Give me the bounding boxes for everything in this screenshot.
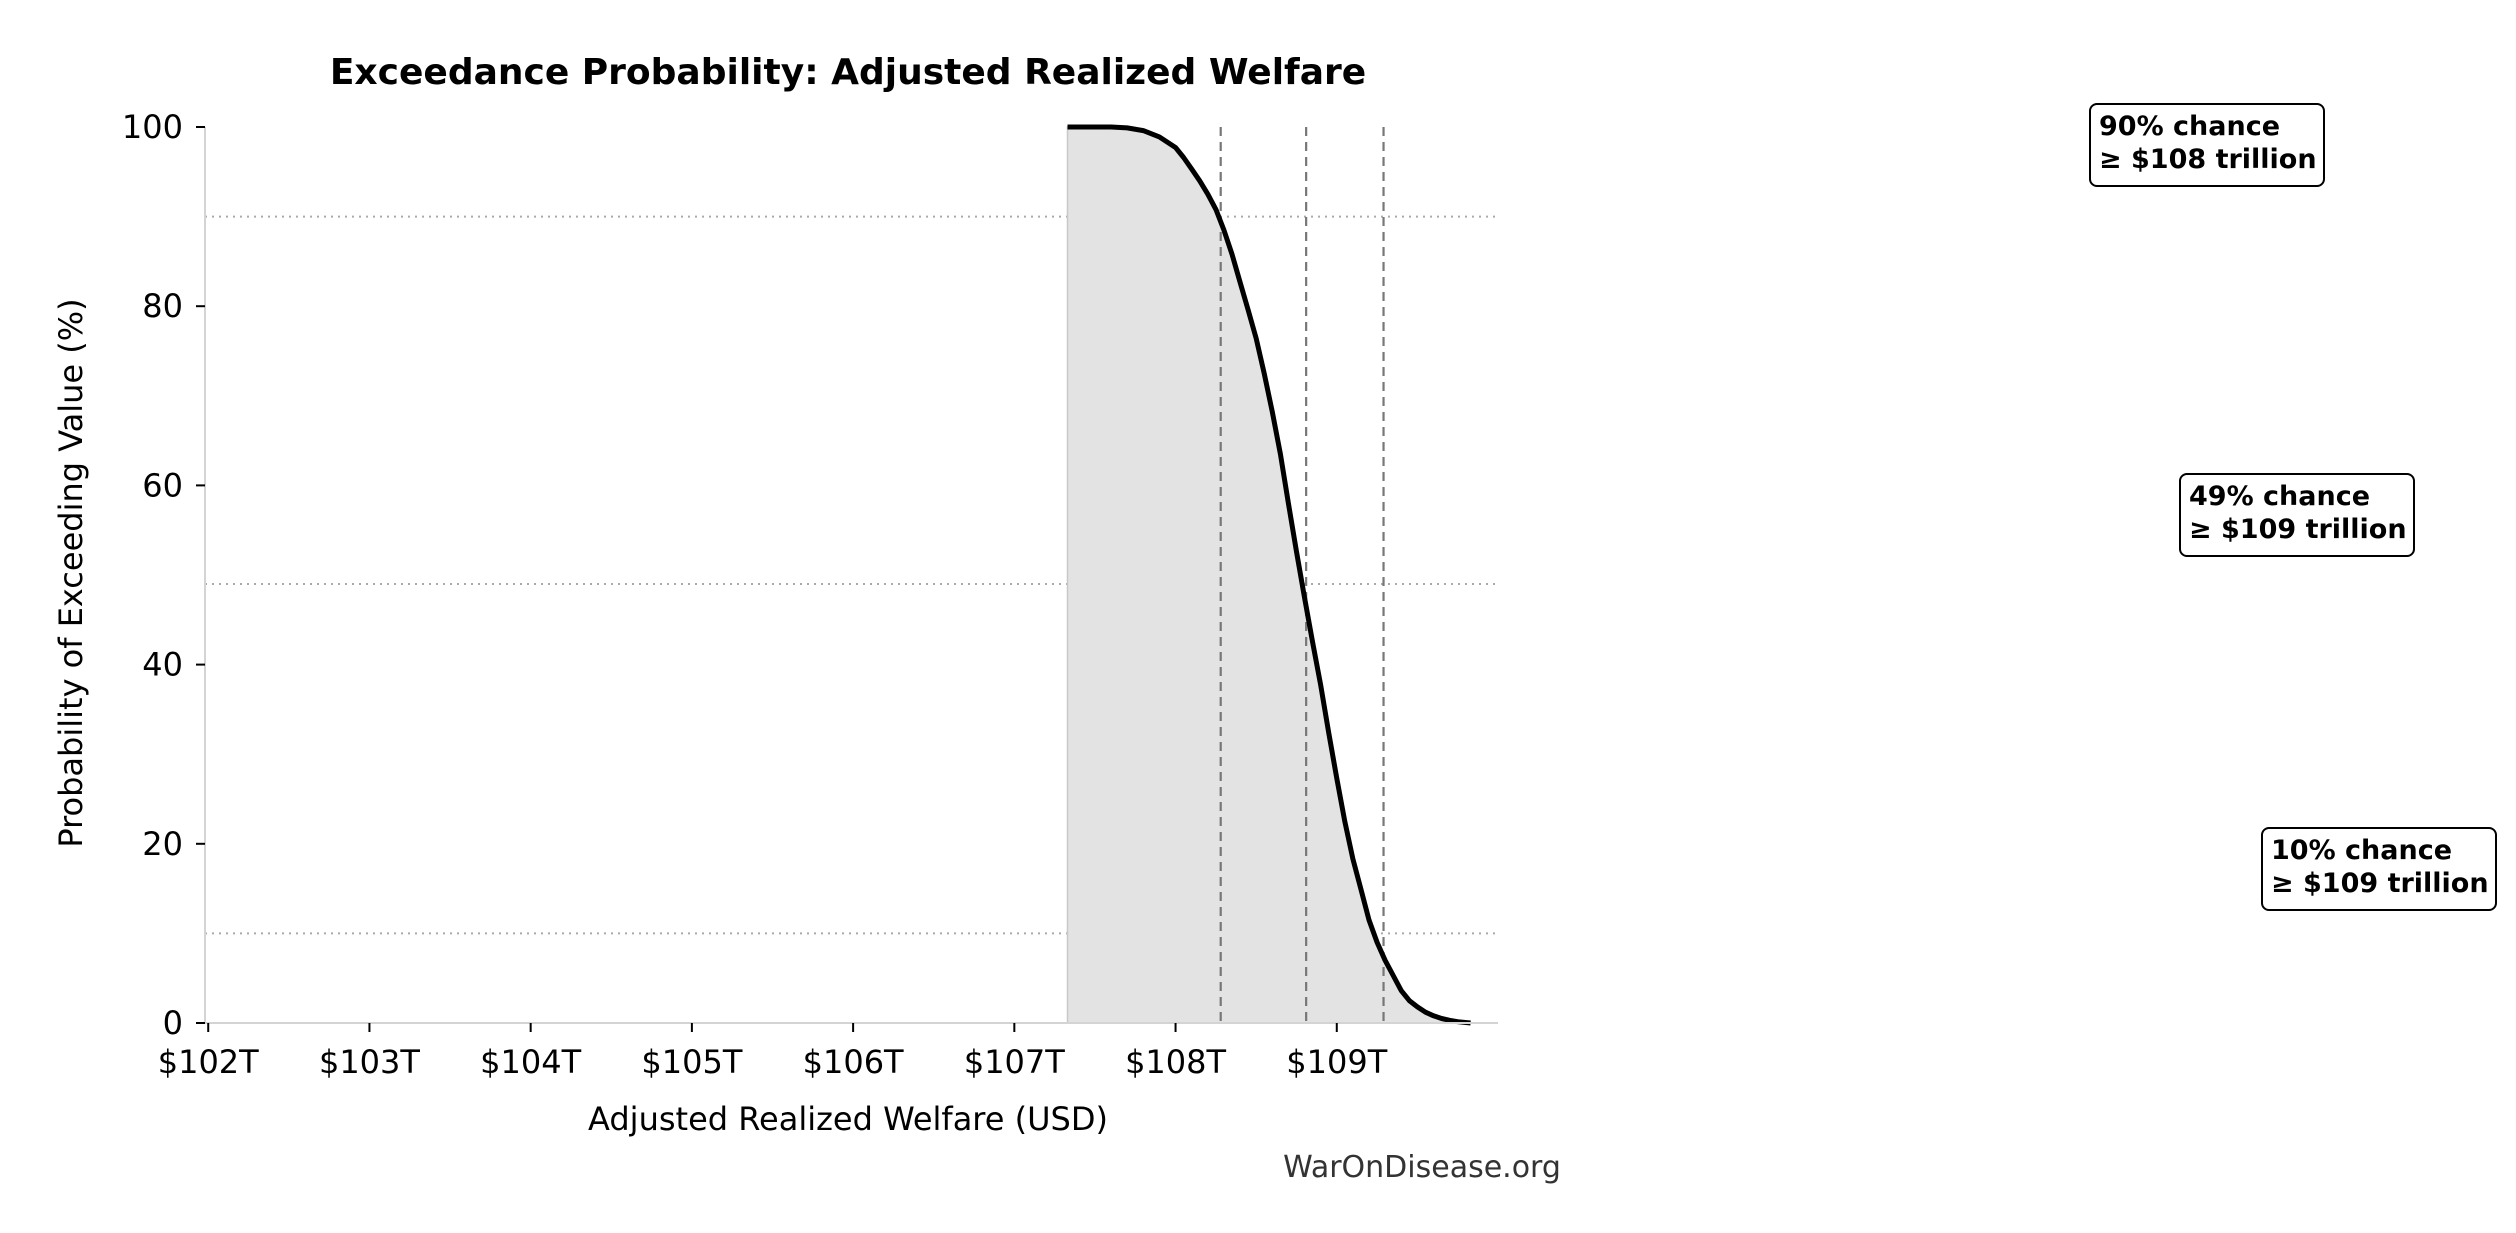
x-tick-label: $104T [480,1043,581,1081]
y-tick-label: 60 [142,466,183,504]
annotation-line-1: 49% chance [2189,481,2370,512]
annotation-frame [2089,103,2325,187]
x-axis-ticks: $102T $103T $104T $105T $106T $107T $108T $109T [158,1023,1388,1081]
annotation-line-2: ≥ $108 trillion [2099,144,2317,175]
exceedance-area [1066,126,1471,1024]
annotation-box: 90% chance≥ $108 trillion [2089,103,2325,187]
exceedance-curve [1067,124,1471,1026]
annotation-line-2: ≥ $109 trillion [2189,514,2407,545]
annotation-line-1: 90% chance [2099,111,2280,142]
x-tick-label: $102T [158,1043,259,1081]
y-tick-label: 100 [122,108,183,146]
x-tick-label: $108T [1125,1043,1226,1081]
y-tick-label: 40 [142,646,183,684]
x-axis-label: Adjusted Realized Welfare (USD) [588,1100,1108,1138]
annotation-frame [2179,473,2415,557]
x-tick-label: $103T [319,1043,420,1081]
x-tick-label: $105T [641,1043,742,1081]
x-tick-label: $106T [803,1043,904,1081]
y-axis-label: Probability of Exceeding Value (%) [52,298,90,847]
y-tick-label: 0 [163,1004,183,1042]
annotation-box: 49% chance≥ $109 trillion [2179,473,2415,557]
y-axis-ticks: 0 20 40 60 80 100 [122,108,205,1042]
y-tick-label: 80 [142,287,183,325]
annotation-line-2: ≥ $109 trillion [2271,868,2489,899]
annotation-frame [2261,827,2497,911]
x-tick-label: $109T [1286,1043,1387,1081]
annotation-line-1: 10% chance [2271,835,2452,866]
y-tick-label: 20 [142,825,183,863]
plot-area: $102T $103T $104T $105T $106T $107T $108T $109T… [122,108,1498,1081]
credit-text: WarOnDisease.org [1283,1150,1561,1185]
x-tick-label: $107T [964,1043,1065,1081]
chart-title: Exceedance Probability: Adjusted Realize… [330,52,1366,93]
annotation-box: 10% chance≥ $109 trillion [2261,827,2497,911]
